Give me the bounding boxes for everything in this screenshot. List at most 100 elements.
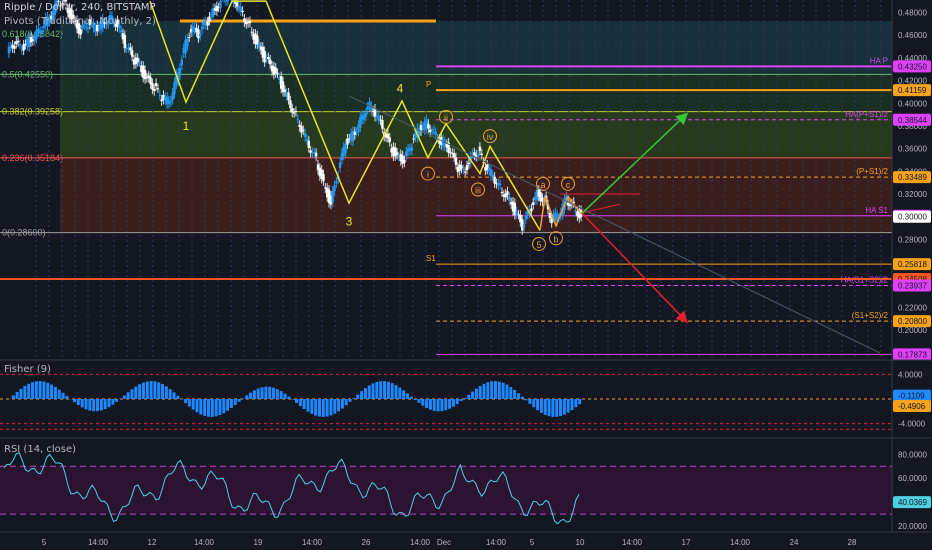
price-candle: [281, 81, 285, 93]
price-tick-label: 0.42000: [898, 77, 927, 86]
price-candle: [51, 10, 55, 19]
price-candle: [123, 34, 127, 49]
price-candle: [423, 121, 426, 131]
price-candle: [513, 202, 517, 215]
price-candle: [110, 15, 114, 20]
price-candle: [296, 118, 299, 120]
time-tick-label: 10: [576, 538, 585, 547]
fisher-bar: [15, 391, 19, 399]
fisher-bar: [574, 399, 578, 408]
fisher-bar: [99, 399, 103, 411]
fisher-bar: [57, 389, 61, 399]
price-badge: [893, 113, 931, 126]
price-candle: [401, 155, 404, 164]
price-candle: [108, 15, 112, 20]
price-candle: [182, 47, 185, 54]
price-tick-label: 0.32000: [898, 190, 927, 199]
price-candle: [267, 56, 270, 60]
time-tick-label: 14:00: [302, 538, 323, 547]
bearish-arrow: [581, 212, 689, 324]
price-candle: [27, 36, 31, 48]
price-candle: [438, 138, 441, 144]
price-candle: [303, 132, 307, 138]
price-candle: [371, 110, 375, 113]
price-candle: [500, 191, 504, 193]
price-candle: [533, 196, 537, 201]
price-candle: [318, 167, 322, 177]
fisher-bar: [252, 390, 256, 399]
price-candle: [302, 129, 305, 131]
fisher-bar: [451, 399, 455, 407]
fisher-bar: [448, 399, 452, 409]
fisher-bar: [283, 393, 287, 399]
fisher-bar: [478, 386, 482, 399]
price-candle: [245, 22, 248, 25]
fib-level-label: 0(0.28600): [2, 228, 46, 238]
price-candle: [226, 0, 230, 2]
price-candle: [390, 148, 393, 153]
fisher-bar: [249, 392, 253, 399]
price-candle: [151, 82, 154, 90]
wave-label-circle: [549, 231, 563, 246]
price-candle: [346, 138, 349, 145]
price-candle: [344, 144, 347, 153]
price-candle: [165, 96, 169, 105]
price-candle: [497, 182, 500, 186]
price-candle: [160, 99, 163, 102]
price-candle: [443, 141, 447, 147]
price-candle: [366, 106, 369, 110]
price-candle: [83, 24, 86, 26]
price-candle: [502, 194, 506, 197]
price-candle: [180, 59, 184, 66]
price-badge: [893, 315, 931, 328]
fisher-bar: [111, 399, 115, 405]
price-candle: [140, 65, 143, 73]
price-candle: [96, 25, 99, 32]
rsi-tick-label: 20.0000: [898, 522, 927, 531]
fisher-bar: [344, 399, 348, 406]
fisher-bar: [145, 381, 149, 399]
price-candle: [64, 0, 68, 2]
price-candle: [463, 171, 467, 173]
fisher-bar: [539, 399, 543, 413]
fisher-bar: [11, 395, 15, 399]
fisher-bar: [206, 399, 210, 417]
price-candle: [578, 209, 581, 219]
price-candle: [546, 204, 550, 210]
price-candle: [495, 183, 498, 185]
fisher-bar: [471, 391, 475, 399]
fisher-bar: [84, 399, 88, 410]
price-candle: [576, 211, 579, 217]
price-candle: [526, 210, 529, 215]
price-badge: [893, 84, 931, 97]
fisher-bar: [222, 399, 226, 414]
price-candle: [291, 108, 294, 113]
pivot-label: S1: [426, 254, 436, 263]
fisher-bar: [27, 383, 31, 399]
wave-label: 3: [346, 214, 353, 228]
fisher-bar: [383, 381, 387, 399]
price-candle: [234, 2, 237, 4]
fisher-bar: [295, 399, 298, 403]
price-candle: [325, 187, 329, 198]
fisher-bar: [482, 383, 486, 399]
price-candle: [77, 22, 81, 34]
price-candle: [127, 47, 130, 49]
price-tick-label: 0.38000: [898, 122, 927, 131]
price-candle: [550, 218, 553, 224]
price-candle: [329, 195, 333, 205]
fisher-bar: [321, 399, 325, 417]
fisher-bar: [432, 399, 436, 411]
time-tick-label: 12: [148, 538, 157, 547]
price-candle: [153, 88, 156, 92]
price-candle: [377, 115, 380, 120]
fisher-bar: [275, 389, 279, 399]
price-candle: [48, 18, 51, 23]
price-candle: [331, 190, 334, 203]
price-candle: [24, 43, 27, 45]
price-candle: [272, 66, 276, 75]
price-candle: [454, 157, 458, 165]
price-candle: [256, 35, 259, 45]
fisher-bar: [168, 389, 172, 399]
